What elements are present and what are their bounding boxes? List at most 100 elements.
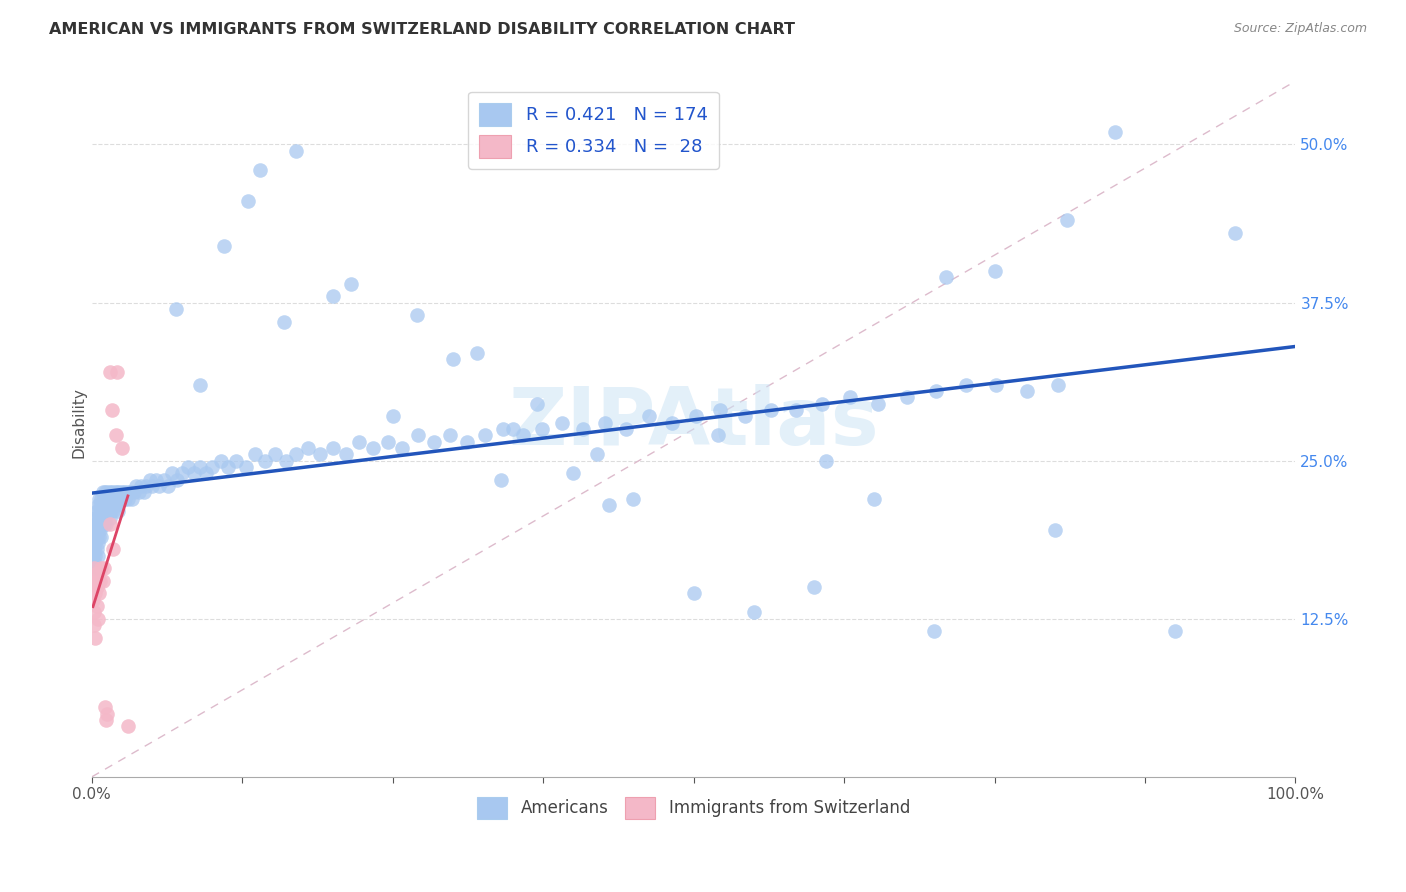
Point xyxy=(98,365,121,379)
Point xyxy=(90,561,112,575)
Point xyxy=(803,580,825,594)
Point xyxy=(811,397,834,411)
Point xyxy=(254,453,277,467)
Point xyxy=(285,447,308,461)
Point xyxy=(502,422,524,436)
Point xyxy=(96,504,118,518)
Point xyxy=(91,485,114,500)
Point xyxy=(924,384,946,398)
Point xyxy=(104,428,127,442)
Point xyxy=(249,162,271,177)
Text: Source: ZipAtlas.com: Source: ZipAtlas.com xyxy=(1233,22,1367,36)
Point xyxy=(170,467,193,481)
Point xyxy=(86,529,108,543)
Point xyxy=(406,428,429,442)
Point xyxy=(128,485,150,500)
Point xyxy=(121,491,143,506)
Point xyxy=(90,491,112,506)
Point xyxy=(1164,624,1187,639)
Point xyxy=(82,536,104,550)
Point xyxy=(86,516,108,531)
Point xyxy=(183,467,205,481)
Point xyxy=(195,467,218,481)
Point xyxy=(87,523,110,537)
Point xyxy=(111,485,134,500)
Point xyxy=(209,453,232,467)
Point xyxy=(984,377,1007,392)
Point xyxy=(512,428,534,442)
Point xyxy=(145,473,167,487)
Point xyxy=(110,491,132,506)
Point xyxy=(91,498,114,512)
Point xyxy=(94,498,117,512)
Point xyxy=(87,498,110,512)
Point xyxy=(105,498,128,512)
Point xyxy=(422,434,444,449)
Point xyxy=(83,529,105,543)
Point xyxy=(84,549,107,563)
Point xyxy=(125,479,148,493)
Point xyxy=(212,238,235,252)
Point xyxy=(87,586,110,600)
Point xyxy=(1047,377,1070,392)
Point xyxy=(87,516,110,531)
Point xyxy=(526,397,548,411)
Point xyxy=(593,416,616,430)
Point xyxy=(86,599,108,613)
Text: AMERICAN VS IMMIGRANTS FROM SWITZERLAND DISABILITY CORRELATION CHART: AMERICAN VS IMMIGRANTS FROM SWITZERLAND … xyxy=(49,22,796,37)
Point xyxy=(141,479,163,493)
Point xyxy=(274,453,297,467)
Point xyxy=(104,491,127,506)
Point xyxy=(1104,125,1126,139)
Point xyxy=(863,491,886,506)
Point xyxy=(101,498,124,512)
Point xyxy=(91,574,114,588)
Point xyxy=(188,377,211,392)
Point xyxy=(83,561,105,575)
Point xyxy=(111,441,134,455)
Point xyxy=(96,713,118,727)
Point xyxy=(107,504,129,518)
Point xyxy=(614,422,637,436)
Point xyxy=(709,403,731,417)
Point xyxy=(105,365,128,379)
Point xyxy=(474,428,496,442)
Text: ZIPAtlas: ZIPAtlas xyxy=(508,384,879,462)
Point xyxy=(465,346,488,360)
Point xyxy=(103,504,125,518)
Point xyxy=(322,289,344,303)
Point xyxy=(112,491,135,506)
Point xyxy=(562,467,585,481)
Legend: Americans, Immigrants from Switzerland: Americans, Immigrants from Switzerland xyxy=(471,790,917,825)
Point xyxy=(166,473,188,487)
Point xyxy=(439,428,461,442)
Point xyxy=(89,510,111,524)
Point xyxy=(86,542,108,557)
Point xyxy=(759,403,782,417)
Point xyxy=(177,460,200,475)
Point xyxy=(98,485,121,500)
Point xyxy=(84,561,107,575)
Point xyxy=(132,485,155,500)
Point xyxy=(83,542,105,557)
Point xyxy=(108,485,131,500)
Point xyxy=(89,523,111,537)
Point xyxy=(86,580,108,594)
Point xyxy=(363,441,385,455)
Point xyxy=(96,706,118,721)
Point xyxy=(103,542,125,557)
Point xyxy=(87,612,110,626)
Point xyxy=(87,491,110,506)
Point xyxy=(685,409,707,424)
Point xyxy=(104,485,127,500)
Point xyxy=(238,194,260,209)
Point xyxy=(114,491,136,506)
Point xyxy=(87,529,110,543)
Point xyxy=(94,510,117,524)
Point xyxy=(94,700,117,714)
Point xyxy=(115,485,138,500)
Point xyxy=(441,352,464,367)
Point xyxy=(122,485,145,500)
Point xyxy=(377,434,399,449)
Point xyxy=(93,504,115,518)
